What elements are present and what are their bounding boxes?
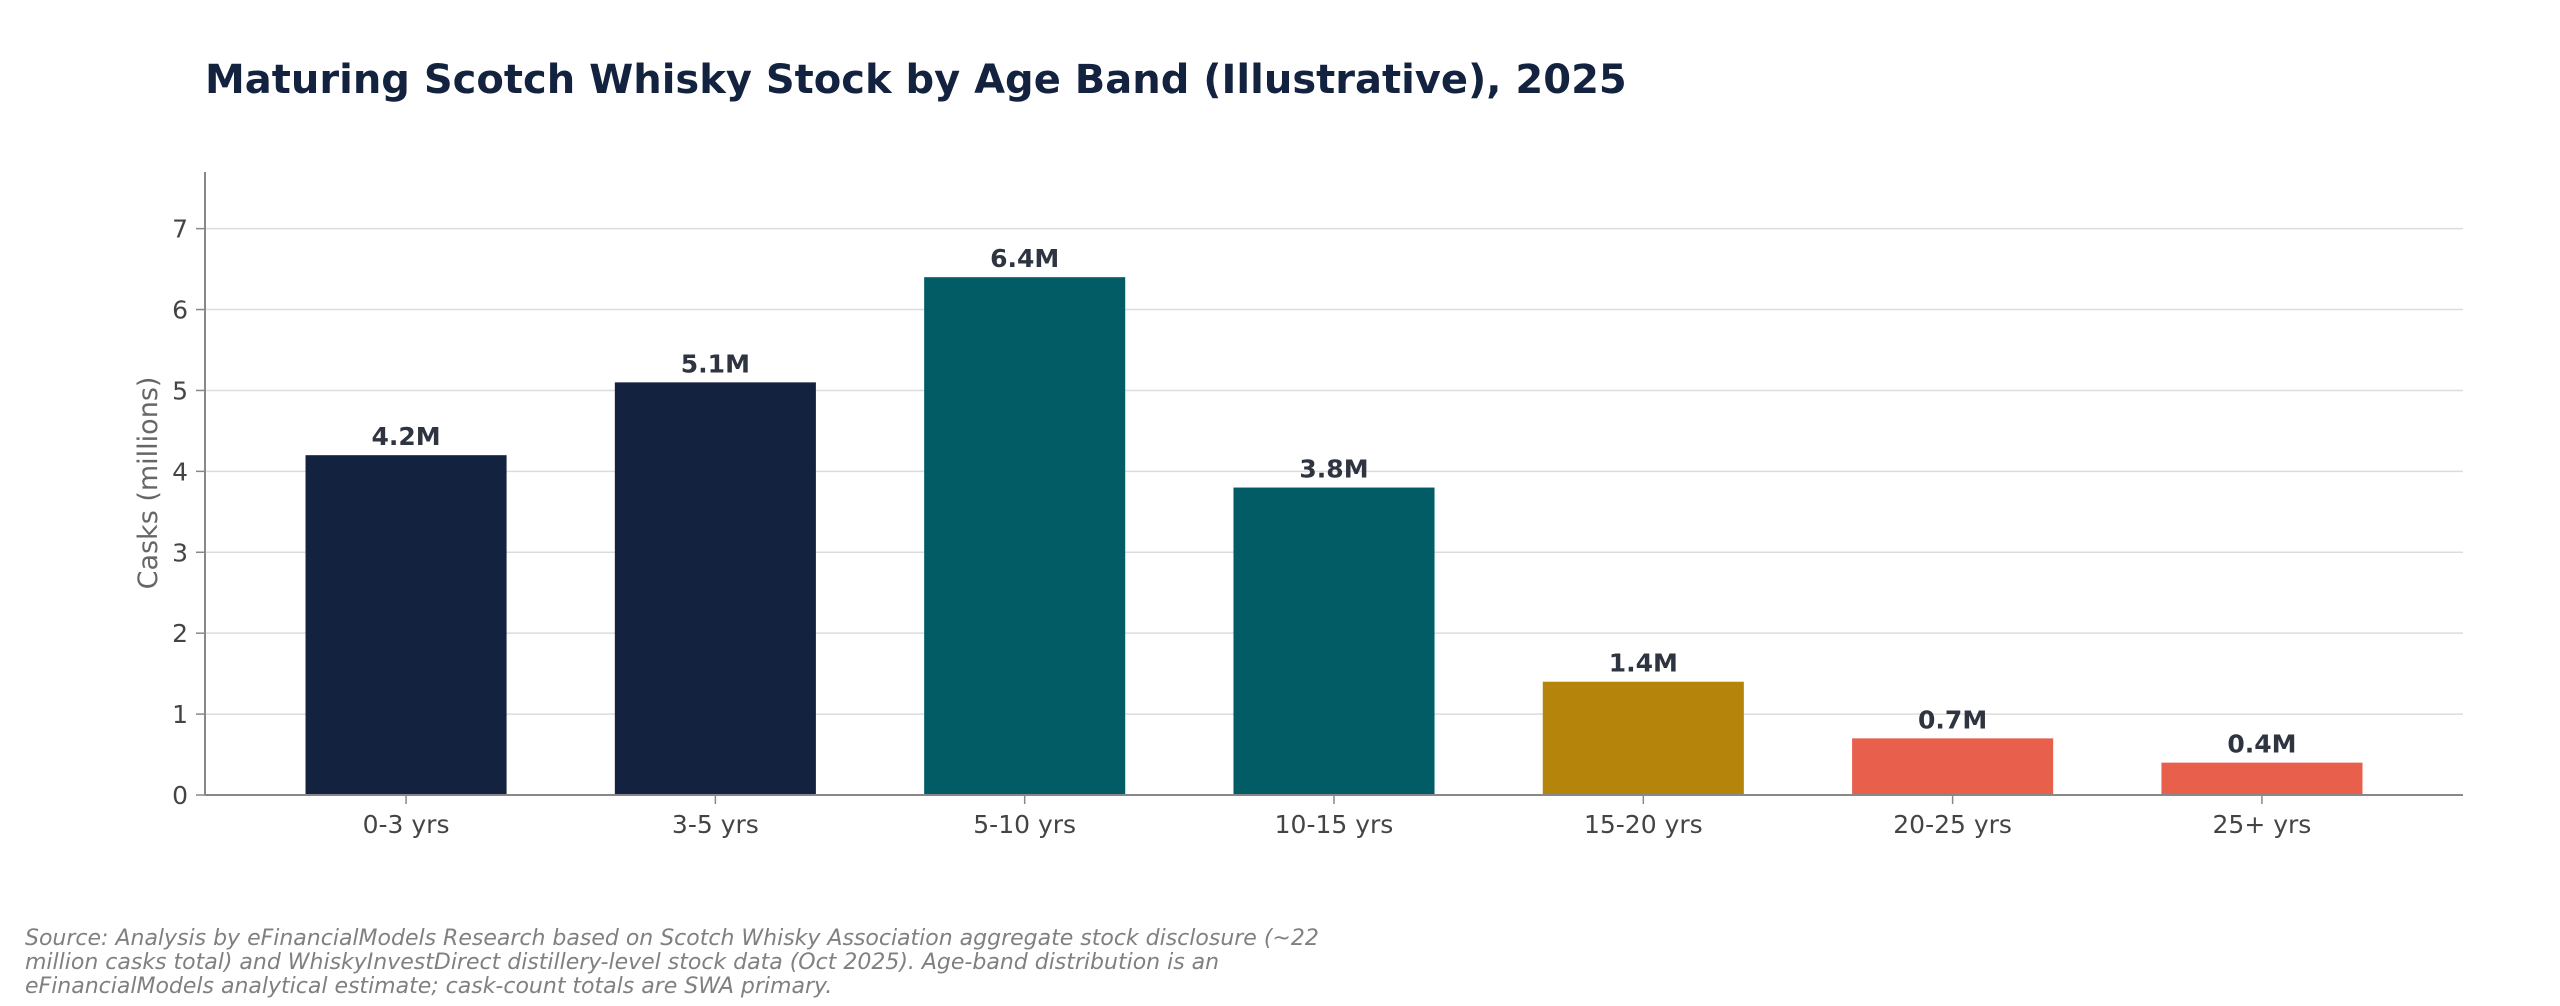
bar-value-label: 6.4M [990,244,1059,273]
bar [1542,681,1744,795]
x-tick-label: 20-25 yrs [1893,810,2012,839]
bar [2161,762,2363,795]
bar-value-label: 0.7M [1918,705,1987,734]
labels: 0 1 2 3 4 5 6 7 4.2M 0-3 yrs 5.1M 3-5 yrs 6.4M 5-10 y… [172,215,2311,839]
bar [305,455,507,795]
bar [924,277,1126,795]
bar-value-label: 1.4M [1609,649,1678,678]
bar-value-label: 0.4M [2227,730,2296,759]
bar-value-label: 3.8M [1299,455,1368,484]
x-tick-label: 5-10 yrs [973,810,1076,839]
bar [614,382,816,795]
bars [305,277,2363,795]
bar [1233,487,1435,795]
y-tick-label: 5 [172,376,188,405]
x-tick-label: 10-15 yrs [1275,810,1394,839]
chart-title: Maturing Scotch Whisky Stock by Age Band… [205,57,1627,103]
y-tick-label: 7 [172,215,188,244]
bar [1852,738,2054,795]
y-tick-label: 3 [172,538,188,567]
x-tick-label: 0-3 yrs [363,810,450,839]
source-note: Source: Analysis by eFinancialModels Res… [25,926,1319,999]
y-tick-label: 6 [172,296,188,325]
y-tick-label: 4 [172,457,188,486]
x-tick-label: 25+ yrs [2213,810,2312,839]
bar-value-label: 4.2M [371,422,440,451]
x-tick-label: 15-20 yrs [1584,810,1703,839]
y-tick-label: 1 [172,700,188,729]
bar-value-label: 5.1M [681,349,750,378]
y-tick-label: 0 [172,781,188,810]
y-axis-label: Casks (millions) [133,377,164,590]
x-tick-label: 3-5 yrs [672,810,759,839]
axes [196,172,2463,804]
y-tick-label: 2 [172,619,188,648]
